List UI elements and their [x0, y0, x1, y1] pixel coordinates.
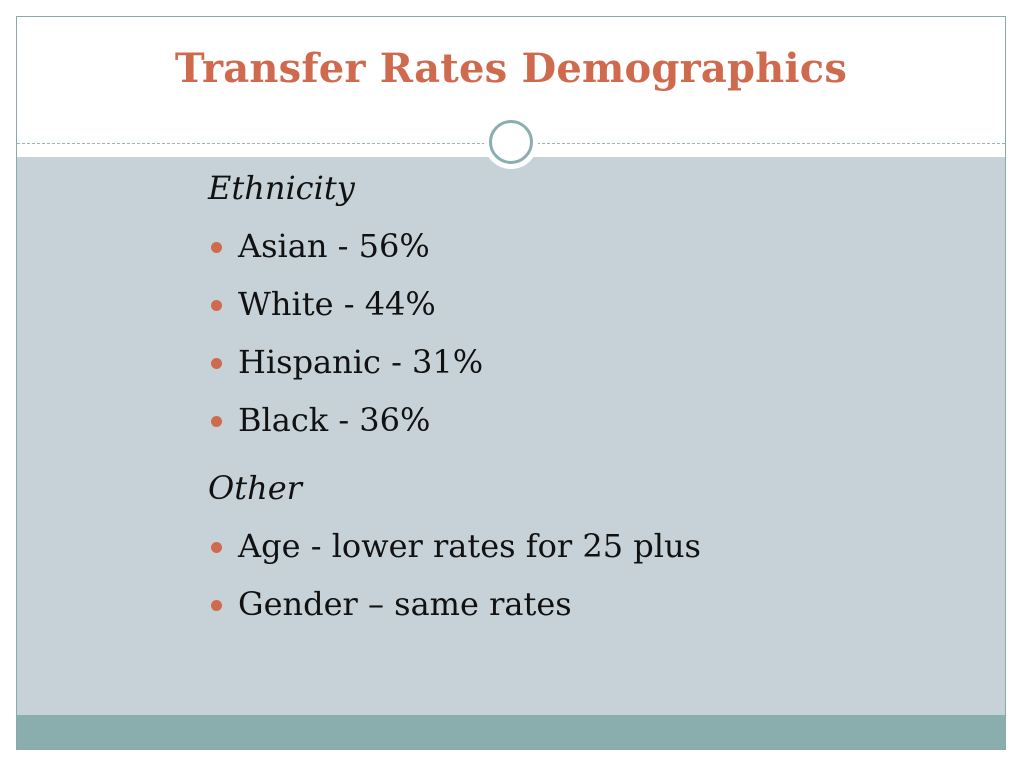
dot-bullet-icon: [211, 600, 222, 611]
ornament-ring: [489, 120, 533, 164]
dot-bullet-icon: [211, 358, 222, 369]
list-item: Asian - 56%: [208, 226, 908, 266]
list-item-text: Gender – same rates: [238, 585, 572, 623]
slide-title: Transfer Rates Demographics: [174, 45, 848, 92]
slide: Transfer Rates Demographics: [16, 16, 1006, 750]
dot-bullet-icon: [211, 242, 222, 253]
content-area: [17, 157, 1005, 717]
section-heading-other: Other: [208, 469, 302, 507]
ethnicity-list: Asian - 56% White - 44% Hispanic - 31% B…: [208, 226, 908, 440]
footer-band: [17, 715, 1005, 749]
list-item: White - 44%: [208, 284, 908, 324]
other-list: Age - lower rates for 25 plus Gender – s…: [208, 526, 908, 624]
slide-body: Ethnicity Asian - 56% White - 44% Hispan…: [208, 168, 908, 642]
section-heading-ethnicity: Ethnicity: [208, 169, 355, 207]
list-item: Gender – same rates: [208, 584, 908, 624]
dot-bullet-icon: [211, 300, 222, 311]
list-item-text: Asian - 56%: [238, 227, 430, 265]
list-item-text: Black - 36%: [238, 401, 431, 439]
list-item: Age - lower rates for 25 plus: [208, 526, 908, 566]
circle-ring-icon: [484, 115, 538, 169]
dot-bullet-icon: [211, 542, 222, 553]
list-item-text: Hispanic - 31%: [238, 343, 484, 381]
list-item: Hispanic - 31%: [208, 342, 908, 382]
list-item-text: White - 44%: [238, 285, 436, 323]
dot-bullet-icon: [211, 416, 222, 427]
list-item: Black - 36%: [208, 400, 908, 440]
list-item-text: Age - lower rates for 25 plus: [238, 527, 701, 565]
